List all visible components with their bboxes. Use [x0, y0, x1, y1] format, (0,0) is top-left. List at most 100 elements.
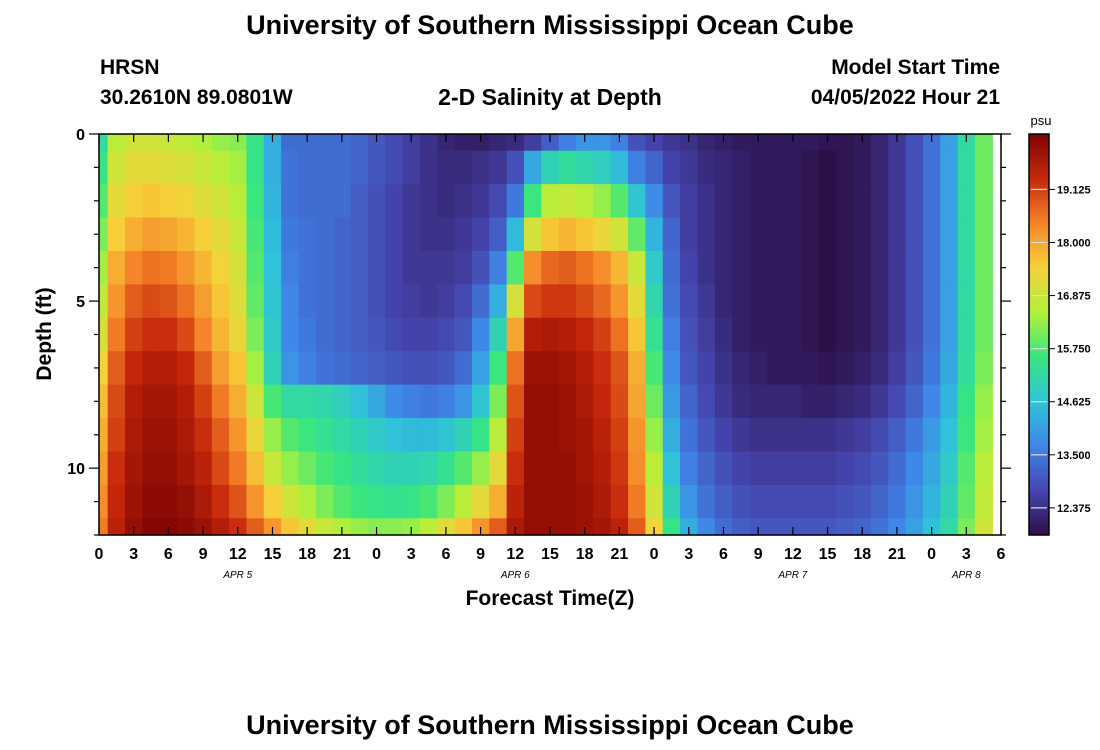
heatmap-cell: [246, 317, 265, 352]
heatmap-cell: [922, 150, 941, 185]
heatmap-cell: [853, 134, 872, 152]
heatmap-cell: [697, 418, 716, 453]
heatmap-cell: [680, 150, 699, 185]
heatmap-cell: [888, 384, 907, 419]
heatmap-cell: [732, 451, 751, 486]
heatmap-cell: [714, 518, 733, 536]
heatmap-cell: [159, 351, 178, 386]
heatmap-cell: [419, 284, 438, 319]
heatmap-cell: [99, 184, 109, 219]
heatmap-cell: [506, 134, 525, 152]
heatmap-cell: [836, 217, 855, 252]
heatmap-cell: [454, 384, 473, 419]
heatmap-cell: [576, 134, 594, 152]
heatmap-cell: [333, 134, 352, 152]
heatmap-cell: [801, 384, 820, 419]
heatmap-cell: [402, 384, 421, 419]
colorbar-tick-label: 13.500: [1057, 450, 1091, 462]
heatmap-cell: [367, 418, 386, 453]
heatmap-cell: [194, 184, 213, 219]
date-label: APR 5: [222, 570, 252, 581]
heatmap-cell: [402, 451, 421, 486]
heatmap-cell: [818, 284, 837, 319]
heatmap-cell: [211, 134, 230, 152]
heatmap-cell: [489, 384, 508, 419]
heatmap-cell: [888, 418, 907, 453]
heatmap-cell: [645, 134, 664, 152]
heatmap-cell: [177, 184, 196, 219]
heatmap-cell: [437, 284, 456, 319]
heatmap-cell: [853, 150, 872, 185]
heatmap-cell: [281, 518, 300, 536]
heatmap-cell: [437, 184, 456, 219]
heatmap-cell: [922, 451, 941, 486]
heatmap-cell: [766, 250, 785, 285]
heatmap-cell: [107, 284, 126, 319]
heatmap-cell: [454, 284, 473, 319]
heatmap-cell: [645, 150, 664, 185]
heatmap-cell: [974, 418, 993, 453]
heatmap-cell: [853, 518, 872, 536]
heatmap-cell: [784, 250, 803, 285]
heatmap-cell: [541, 134, 560, 152]
heatmap-cell: [385, 384, 404, 419]
heatmap-cell: [177, 284, 196, 319]
heatmap-cell: [281, 384, 300, 419]
heatmap-cell: [315, 284, 334, 319]
heatmap-cell: [541, 418, 560, 453]
heatmap-cell: [628, 384, 647, 419]
heatmap-cell: [454, 134, 473, 152]
heatmap-cell: [298, 484, 317, 519]
heatmap-cell: [229, 184, 248, 219]
heatmap-cell: [471, 317, 490, 352]
heatmap-cell: [506, 217, 525, 252]
heatmap-cell: [870, 484, 889, 519]
heatmap-cell: [385, 284, 404, 319]
heatmap-cell: [662, 518, 681, 536]
heatmap-cell: [697, 184, 716, 219]
heatmap-cell: [888, 184, 907, 219]
heatmap-cell: [922, 184, 941, 219]
heatmap-cell: [662, 384, 681, 419]
heatmap-cell: [367, 250, 386, 285]
heatmap-cell: [749, 184, 768, 219]
heatmap-cell: [454, 518, 473, 536]
heatmap-cell: [905, 351, 924, 386]
heatmap-cell: [732, 384, 751, 419]
heatmap-cell: [107, 250, 126, 285]
heatmap-cell: [732, 317, 751, 352]
heatmap-cell: [523, 284, 542, 319]
heatmap-cell: [523, 217, 542, 252]
heatmap-cell: [107, 484, 126, 519]
heatmap-cell: [281, 150, 300, 185]
heatmap-cell: [194, 518, 213, 536]
heatmap-cell: [194, 150, 213, 185]
heatmap-cell: [784, 284, 803, 319]
heatmap-cell: [281, 484, 300, 519]
heatmap-cell: [246, 351, 265, 386]
heatmap-cell: [194, 384, 213, 419]
heatmap-cell: [628, 518, 647, 536]
heatmap-cell: [402, 134, 421, 152]
x-tick-label: 6: [997, 546, 1006, 563]
heatmap-cell: [471, 184, 490, 219]
heatmap-cell: [350, 518, 369, 536]
heatmap-cell: [367, 317, 386, 352]
heatmap-cell: [836, 317, 855, 352]
heatmap-cell: [437, 484, 456, 519]
heatmap-cell: [229, 484, 248, 519]
heatmap-cell: [593, 284, 612, 319]
heatmap-cell: [957, 134, 976, 152]
heatmap-cell: [610, 150, 629, 185]
heatmap-cell: [801, 418, 820, 453]
heatmap-cell: [437, 351, 456, 386]
heatmap-cell: [315, 217, 334, 252]
heatmap-cell: [870, 284, 889, 319]
heatmap-cell: [99, 518, 109, 536]
heatmap-cell: [940, 134, 959, 152]
heatmap-cell: [680, 384, 699, 419]
heatmap-cell: [489, 351, 508, 386]
heatmap-cell: [749, 351, 768, 386]
heatmap-cell: [246, 384, 265, 419]
heatmap-cell: [697, 150, 716, 185]
